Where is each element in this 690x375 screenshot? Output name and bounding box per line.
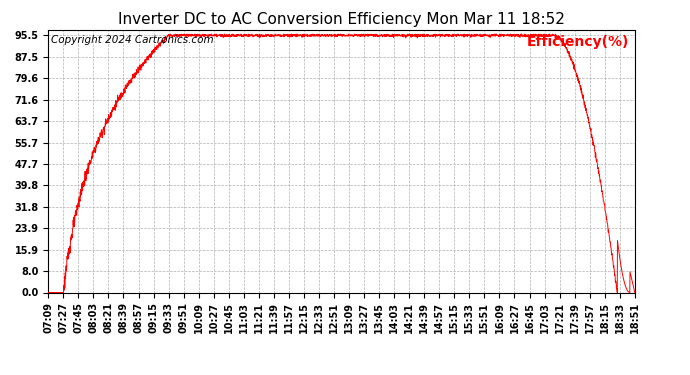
Text: Efficiency(%): Efficiency(%) xyxy=(526,35,629,49)
Text: Copyright 2024 Cartronics.com: Copyright 2024 Cartronics.com xyxy=(51,35,214,45)
Title: Inverter DC to AC Conversion Efficiency Mon Mar 11 18:52: Inverter DC to AC Conversion Efficiency … xyxy=(118,12,565,27)
